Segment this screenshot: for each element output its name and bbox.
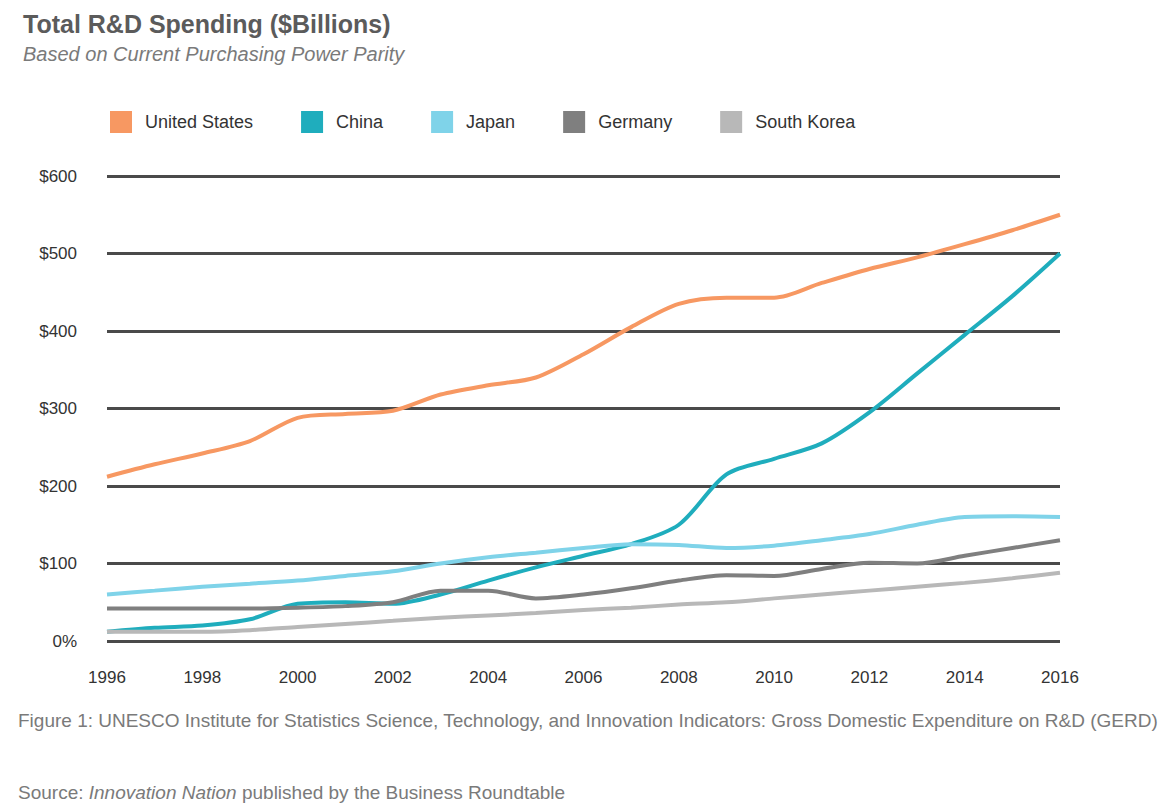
svg-text:1996: 1996 — [88, 668, 126, 687]
svg-text:$600: $600 — [39, 167, 77, 186]
svg-text:$400: $400 — [39, 322, 77, 341]
svg-text:$300: $300 — [39, 399, 77, 418]
html-text:Source: Innovation Nation publ: Source: Innovation Nation published by t… — [18, 782, 566, 803]
svg-text:2016: 2016 — [1041, 668, 1079, 687]
svg-text:Based on Current Purchasing Po: Based on Current Purchasing Power Parity — [23, 43, 405, 65]
svg-text:2002: 2002 — [374, 668, 412, 687]
svg-text:2004: 2004 — [469, 668, 507, 687]
svg-text:$100: $100 — [39, 554, 77, 573]
svg-text:South Korea: South Korea — [755, 112, 856, 132]
svg-text:2014: 2014 — [946, 668, 984, 687]
svg-text:$200: $200 — [39, 477, 77, 496]
svg-text:1998: 1998 — [183, 668, 221, 687]
html-text:Figure 1: UNESCO Institute for: Figure 1: UNESCO Institute for Statistic… — [18, 710, 1158, 731]
svg-text:Germany: Germany — [598, 112, 672, 132]
svg-text:2000: 2000 — [279, 668, 317, 687]
svg-text:Total R&D Spending ($Billions): Total R&D Spending ($Billions) — [23, 10, 391, 38]
svg-text:China: China — [336, 112, 384, 132]
svg-text:2012: 2012 — [850, 668, 888, 687]
svg-text:2010: 2010 — [755, 668, 793, 687]
svg-text:United States: United States — [145, 112, 253, 132]
svg-text:Japan: Japan — [466, 112, 515, 132]
svg-text:2008: 2008 — [660, 668, 698, 687]
svg-text:0%: 0% — [52, 632, 77, 651]
svg-text:2006: 2006 — [565, 668, 603, 687]
svg-text:$500: $500 — [39, 244, 77, 263]
